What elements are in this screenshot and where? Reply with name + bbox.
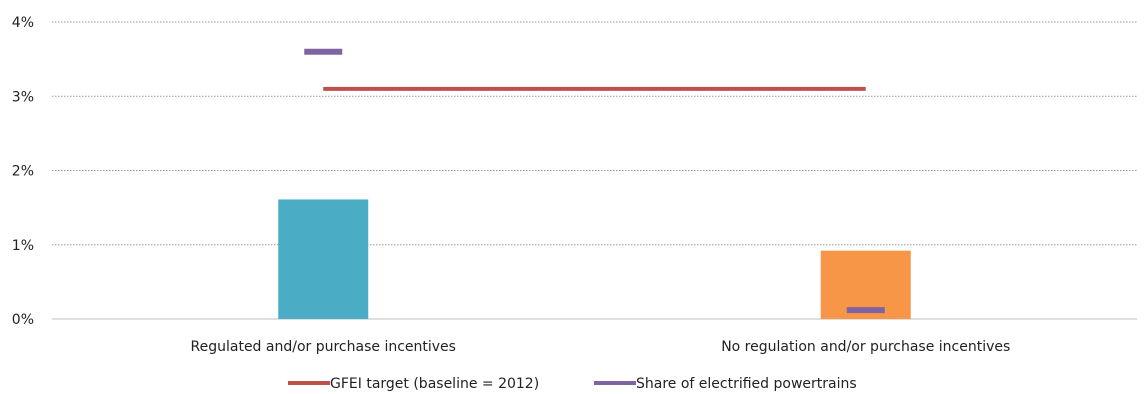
x-tick-label: Regulated and/or purchase incentives [191,339,456,355]
x-axis: Regulated and/or purchase incentives No r… [191,339,1011,355]
x-tick-label: No regulation and/or purchase incentives [721,339,1010,355]
y-tick-label: 2% [12,164,34,180]
bar [278,199,369,319]
gridlines [52,21,1137,320]
y-axis: 0% 1% 2% 3% 4% [12,15,34,328]
legend-label: Share of electrified powertrains [636,376,857,392]
bars [278,199,911,319]
legend-label: GFEI target (baseline = 2012) [330,376,539,392]
y-tick-label: 1% [12,238,34,254]
marker-layer [304,48,885,314]
legend: GFEI target (baseline = 2012) Share of el… [288,376,857,392]
y-tick-label: 3% [12,89,34,105]
y-tick-label: 0% [12,312,34,328]
y-tick-label: 4% [12,15,34,31]
